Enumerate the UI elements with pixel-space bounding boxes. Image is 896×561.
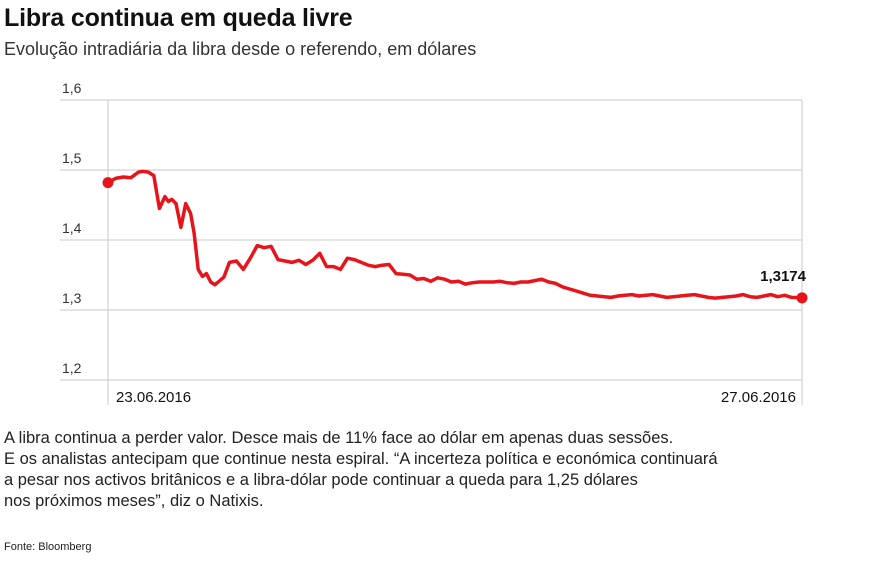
y-axis-ticks: 1,6 1,5 1,4 1,3 1,2 (62, 80, 82, 376)
article-text: A libra continua a perder valor. Desce m… (4, 428, 892, 512)
line-chart: 1,6 1,5 1,4 1,3 1,2 23.06.2016 27.06.2016 1,3… (60, 80, 808, 406)
series-layer: 1,3174 (102, 169, 808, 304)
chart-subtitle: Evolução intradiária da libra desde o re… (4, 39, 477, 59)
article-text-line: nos próximos meses”, diz o Natixis. (4, 492, 264, 510)
chart-title: Libra continua em queda livre (4, 4, 353, 32)
start-point (102, 177, 114, 189)
chart-grid (60, 99, 802, 381)
x-label-start: 23.06.2016 (116, 389, 191, 406)
end-value-label: 1,3174 (760, 268, 807, 285)
y-tick-label: 1,5 (62, 150, 82, 166)
x-label-end: 27.06.2016 (721, 389, 796, 406)
source-note: Fonte: Bloomberg (4, 541, 92, 553)
x-axis: 23.06.2016 27.06.2016 (107, 100, 803, 406)
y-tick-label: 1,4 (62, 220, 82, 236)
article-text-line: A libra continua a perder valor. Desce m… (4, 429, 674, 447)
article-text-line: a pesar nos activos britânicos e a libra… (4, 471, 638, 489)
end-point (796, 292, 808, 304)
y-tick-label: 1,6 (62, 80, 82, 96)
series-line (106, 169, 804, 300)
y-tick-label: 1,3 (62, 290, 82, 306)
y-tick-label: 1,2 (62, 360, 82, 376)
article-text-line: E os analistas antecipam que continue ne… (4, 450, 718, 468)
